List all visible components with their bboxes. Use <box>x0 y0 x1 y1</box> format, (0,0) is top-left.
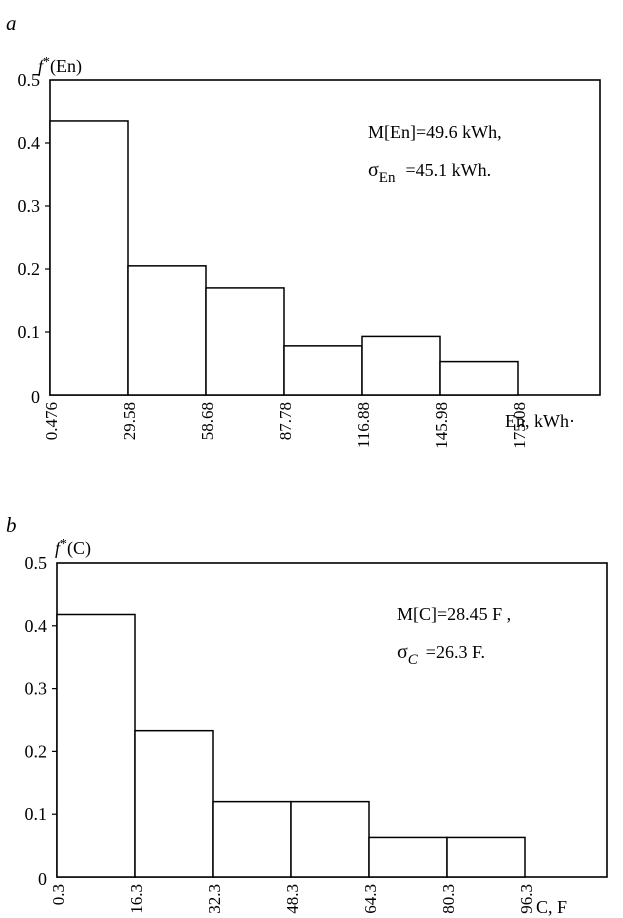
histogram-bar <box>127 265 207 396</box>
y-axis-label-arg: (C) <box>67 538 91 559</box>
histogram-bar <box>283 345 363 396</box>
sigma-subscript: En <box>379 170 396 186</box>
sigma-subscript: C <box>408 652 419 668</box>
x-tick-label: 116.88 <box>354 402 373 448</box>
std-annotation: σEn =45.1 kWh. <box>368 159 491 186</box>
y-tick-label: 0.2 <box>18 259 41 279</box>
x-axis-label: En, kWh· <box>505 411 575 431</box>
sigma-symbol: σ <box>397 641 408 663</box>
sigma-symbol: σ <box>368 159 379 181</box>
panel-label: b <box>6 513 17 537</box>
y-tick-label: 0.3 <box>25 679 48 699</box>
histogram-bar <box>290 800 370 878</box>
x-tick-label: 64.3 <box>361 884 380 914</box>
y-axis-label: f*(C) <box>55 537 91 559</box>
y-tick-label: 0.1 <box>25 804 48 824</box>
y-tick-label: 0.5 <box>25 553 48 573</box>
y-tick-label: 0.3 <box>18 196 41 216</box>
y-axis-label-star: * <box>60 537 67 552</box>
histogram-bar <box>368 836 448 878</box>
y-tick-label: 0 <box>31 387 40 407</box>
x-tick-label: 145.98 <box>432 402 451 449</box>
std-annotation: σC =26.3 F. <box>397 641 485 668</box>
x-tick-label: 29.58 <box>120 402 139 440</box>
histogram-bar <box>205 287 285 396</box>
x-axis-label: C, F <box>536 897 567 917</box>
x-tick-label: 80.3 <box>439 884 458 914</box>
std-value: =26.3 F. <box>426 642 485 662</box>
y-tick-label: 0.4 <box>25 616 48 636</box>
histogram-bar <box>134 729 214 878</box>
histogram-bar <box>49 120 129 396</box>
chart-panel-b: b f*(C) 0 0.1 0.2 0.3 0.4 0.5 0.3 16.3 32.3 48.3 64.… <box>6 513 608 917</box>
y-axis-label: f*(En) <box>38 55 82 77</box>
x-tick-label: 58.68 <box>198 402 217 440</box>
y-tick-label: 0.2 <box>25 741 48 761</box>
panel-label: a <box>6 11 17 35</box>
histogram-bar <box>361 335 441 396</box>
y-axis-label-arg: (En) <box>50 56 82 77</box>
x-tick-label: 48.3 <box>283 884 302 914</box>
std-value: =45.1 kWh. <box>405 160 491 180</box>
x-tick-label: 175.08 <box>510 402 529 449</box>
histogram-bar <box>439 360 519 396</box>
x-tick-label: 0.3 <box>49 884 68 905</box>
mean-annotation: M[En]=49.6 kWh, <box>368 122 502 142</box>
y-axis-label-f: f <box>55 538 63 558</box>
x-tick-label: 32.3 <box>205 884 224 914</box>
mean-annotation: M[C]=28.45 F , <box>397 604 511 624</box>
y-tick-label: 0.1 <box>18 322 41 342</box>
histogram-bar <box>446 836 526 878</box>
y-tick-label: 0 <box>38 869 47 889</box>
y-axis-label-star: * <box>43 55 50 70</box>
y-axis-label-f: f <box>38 56 46 76</box>
histogram-bar <box>212 800 292 878</box>
y-tick-label: 0.4 <box>18 133 41 153</box>
x-tick-label: 87.78 <box>276 402 295 440</box>
y-tick-label: 0.5 <box>18 70 41 90</box>
x-tick-label: 0.476 <box>42 402 61 440</box>
histogram-bar <box>56 613 136 878</box>
x-tick-label: 96.3 <box>517 884 536 914</box>
chart-panel-a: a f*(En) 0 0.1 0.2 0.3 0.4 0.5 0.476 29.58 58.68 87… <box>6 11 601 449</box>
x-tick-label: 16.3 <box>127 884 146 914</box>
